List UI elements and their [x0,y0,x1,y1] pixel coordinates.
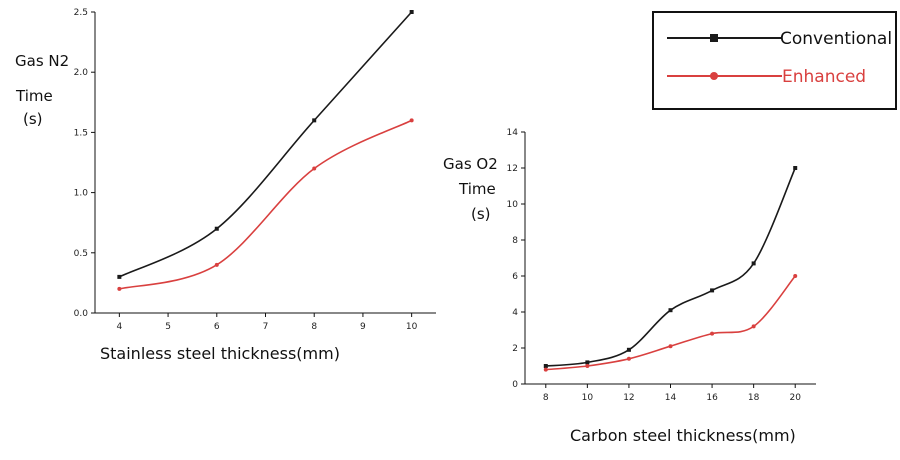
chart2-point-conventional [793,166,798,170]
chart2-series-line-conventional [545,167,796,367]
chart1-ylabel-line2: Time [15,87,53,105]
chart2-y-tick-label: 6 [512,272,518,282]
chart2-x-tick-label: 16 [706,393,718,403]
chart1-point-conventional [117,274,122,279]
chart1-y-tick-label: 0.0 [74,309,89,319]
chart1-x-tick-label: 4 [116,322,122,332]
chart2-y-tick-label: 14 [507,128,519,138]
chart2-x-tick-label: 20 [789,393,801,403]
chart2-point-enhanced [585,364,590,368]
legend-box [652,11,897,110]
chart2-y-tick-label: 4 [512,308,518,318]
chart2-y-tick-label: 10 [507,200,519,210]
legend: Conventional Enhanced [652,11,897,110]
chart2-xlabel: Carbon steel thickness(mm) [570,426,796,445]
legend-marker-conventional [710,34,718,42]
chart1-x-tick-label: 7 [263,322,269,332]
chart1-point-conventional [312,118,317,123]
chart2-y-tick-label: 2 [512,344,518,354]
chart2-point-conventional [543,364,548,368]
chart2-point-conventional [668,308,673,313]
chart1-point-conventional [214,226,219,231]
chart1-point-enhanced [214,262,219,267]
chart1-y-tick-label: 0.5 [74,249,88,259]
chart2-point-conventional [585,360,590,365]
chart2-point-enhanced [710,331,715,336]
chart2-series-line-enhanced [545,275,796,371]
chart1-point-enhanced [312,166,317,171]
chart2-x-tick-label: 12 [623,393,634,403]
chart1-x-tick-label: 10 [406,322,418,332]
chart2-point-enhanced [751,324,756,329]
legend-label-conventional: Conventional [780,29,892,49]
chart2-y-tick-label: 8 [512,236,518,246]
chart1-point-enhanced [117,286,122,291]
chart2-x-tick-label: 14 [665,393,677,403]
chart2-ylabel-line2: Time [458,180,496,198]
chart2-ylabel-line1: Gas O2 [443,155,498,173]
chart1-series-line-conventional [119,11,413,278]
chart1-series-line-enhanced [119,119,412,290]
chart2-point-enhanced [793,274,798,278]
chart1-y-tick-label: 2.0 [74,68,89,78]
legend-marker-enhanced [710,72,718,80]
chart2-ylabel-line3: (s) [471,205,491,223]
chart1-x-tick-label: 8 [311,322,317,332]
chart1-point-enhanced [409,118,414,123]
chart1-y-tick-label: 1.5 [74,128,88,138]
chart1-y-tick-label: 2.5 [74,8,88,18]
chart-n2: Gas N2 Time (s) Stainless steel thicknes… [15,8,436,363]
chart2-x-tick-label: 8 [543,393,549,403]
chart1-y-tick-label: 1.0 [74,189,89,199]
chart2-y-tick-label: 12 [507,164,518,174]
chart1-x-tick-label: 6 [214,322,220,332]
chart2-point-enhanced [626,356,631,361]
chart2-y-tick-label: 0 [512,380,518,390]
chart2-point-enhanced [668,344,673,349]
chart-o2: Gas O2 Time (s) Carbon steel thickness(m… [443,128,816,445]
chart1-point-conventional [409,10,414,14]
chart2-point-conventional [710,288,715,293]
chart1-xlabel: Stainless steel thickness(mm) [100,344,340,363]
chart2-point-conventional [626,347,631,352]
chart1-ylabel-line3: (s) [23,110,43,128]
chart2-point-enhanced [543,367,548,372]
chart1-ylabel-line1: Gas N2 [15,52,69,70]
chart2-x-tick-label: 18 [748,393,760,403]
chart2-x-tick-label: 10 [582,393,594,403]
chart2-point-conventional [751,261,756,266]
chart1-x-tick-label: 9 [360,322,366,332]
chart1-x-tick-label: 5 [165,322,171,332]
legend-label-enhanced: Enhanced [782,67,866,87]
